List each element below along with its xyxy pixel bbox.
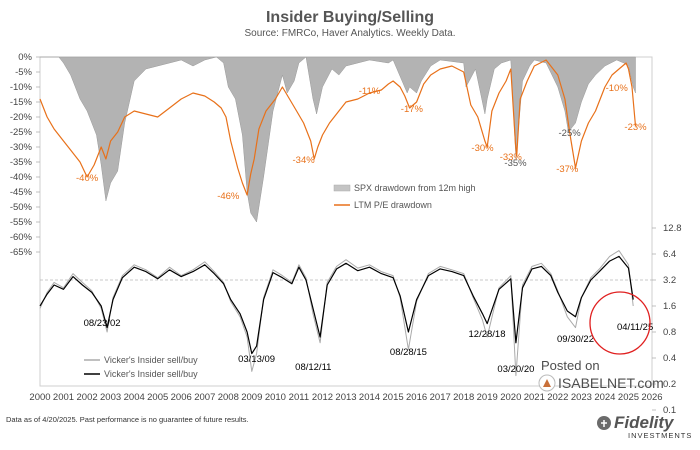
x-tick-year: 2002	[77, 392, 98, 403]
y-tick-ratio: 0.8	[663, 327, 676, 338]
y-tick-ratio: 0.4	[663, 353, 676, 364]
axes: 0% -5% -10% -15% -20% -25% -30% -35% -40% -45% -50…	[10, 52, 682, 416]
y-tick-drawdown: -65%	[10, 247, 33, 258]
insider-date-annotation: 08/12/11	[295, 362, 331, 373]
drawdown-annotation: -35%	[504, 158, 527, 169]
y-tick-drawdown: -30%	[10, 142, 33, 153]
drawdown-annotation: -30%	[471, 143, 494, 154]
y-tick-drawdown: -35%	[10, 157, 33, 168]
drawdown-annotation: -11%	[359, 86, 381, 97]
y-tick-ratio: 12.8	[663, 223, 682, 234]
vickers-ratio-line-black	[39, 255, 634, 355]
insider-date-annotation: 08/23/02	[84, 318, 121, 329]
x-tick-year: 2021	[524, 392, 545, 403]
drawdown-annotation: -23%	[624, 122, 647, 133]
drawdown-annotation: -34%	[293, 155, 316, 166]
x-tick-year: 2013	[335, 392, 356, 403]
watermark-logo-mark	[543, 379, 551, 387]
x-tick-year: 2001	[53, 392, 74, 403]
x-tick-year: 2005	[147, 392, 168, 403]
fidelity-brand-name: Fidelity	[614, 413, 675, 432]
legend-label-pe-drawdown: LTM P/E drawdown	[354, 200, 432, 210]
drawdown-annotation: -46%	[217, 191, 240, 202]
x-tick-year: 2016	[406, 392, 427, 403]
insider-ratio-panel	[39, 250, 652, 377]
x-tick-year: 2018	[453, 392, 474, 403]
x-tick-year: 2020	[500, 392, 521, 403]
annotations: -40% -46% -34% -11% -17% -30% -35%-33% -25% -37%…	[76, 83, 653, 375]
x-tick-year: 2010	[265, 392, 286, 403]
insider-date-annotation: 03/20/20	[497, 364, 534, 375]
legend-swatch-spx-drawdown	[333, 184, 351, 192]
drawdown-panel	[39, 56, 637, 223]
x-tick-year: 2007	[194, 392, 215, 403]
y-tick-ratio: 1.6	[663, 301, 676, 312]
footer-disclaimer: Data as of 4/20/2025. Past performance i…	[6, 415, 249, 424]
insider-date-annotation: 03/13/09	[238, 354, 275, 365]
chart-subtitle: Source: FMRCo, Haver Analytics. Weekly D…	[245, 28, 456, 39]
y-tick-drawdown: -20%	[10, 112, 33, 123]
x-tick-year: 2026	[641, 392, 662, 403]
y-tick-drawdown: -45%	[10, 187, 33, 198]
drawdown-annotation: -40%	[76, 173, 99, 184]
y-tick-drawdown: -40%	[10, 172, 33, 183]
y-tick-drawdown: -15%	[10, 97, 33, 108]
x-tick-year: 2000	[29, 392, 50, 403]
y-tick-drawdown: -10%	[10, 82, 33, 93]
latest-reading-highlight-circle	[589, 291, 651, 355]
x-tick-year: 2023	[571, 392, 592, 403]
y-tick-drawdown: 0%	[18, 52, 32, 63]
fidelity-brand-tagline: INVESTMENTS	[628, 431, 692, 440]
drawdown-annotation: -37%	[556, 164, 579, 175]
x-tick-year: 2011	[289, 392, 309, 403]
watermark-line2: ISABELNET.com	[558, 375, 664, 391]
x-tick-year: 2024	[594, 392, 615, 403]
drawdown-annotation: -17%	[401, 104, 424, 115]
fidelity-logo-mark	[601, 420, 607, 427]
x-tick-year: 2025	[618, 392, 639, 403]
x-tick-year: 2003	[100, 392, 121, 403]
y-tick-drawdown: -5%	[15, 67, 32, 78]
x-tick-year: 2019	[477, 392, 498, 403]
pe-drawdown-line	[39, 59, 637, 196]
legend-label-vickers-black: Vicker's Insider sell/buy	[104, 369, 198, 379]
y-tick-drawdown: -60%	[10, 232, 33, 243]
drawdown-annotation: -25%	[559, 128, 582, 139]
y-tick-drawdown: -25%	[10, 127, 33, 138]
drawdown-annotation: -10%	[606, 83, 629, 94]
x-tick-year: 2006	[171, 392, 192, 403]
fidelity-logo: Fidelity INVESTMENTS	[597, 413, 692, 440]
legend-label-spx-drawdown: SPX drawdown from 12m high	[354, 183, 476, 193]
insider-date-annotation: 08/28/15	[390, 347, 427, 358]
insider-date-annotation: 09/30/22	[557, 334, 594, 345]
y-tick-ratio: 0.2	[663, 379, 676, 390]
insider-date-annotation: 12/28/18	[469, 329, 506, 340]
y-tick-drawdown: -50%	[10, 202, 33, 213]
y-tick-ratio: 0.1	[663, 405, 676, 416]
x-tick-year: 2014	[359, 392, 380, 403]
drawdown-legend: SPX drawdown from 12m high LTM P/E drawd…	[333, 183, 476, 210]
chart-title: Insider Buying/Selling	[266, 9, 434, 26]
x-tick-year: 2022	[547, 392, 568, 403]
spx-drawdown-area	[40, 56, 636, 223]
y-tick-ratio: 6.4	[663, 249, 676, 260]
insider-date-annotation: 04/11/25	[617, 322, 653, 333]
ratio-legend: Vicker's Insider sell/buy Vicker's Insid…	[84, 355, 198, 379]
x-tick-year: 2015	[383, 392, 404, 403]
vickers-ratio-line-gray	[39, 250, 634, 377]
x-tick-year: 2012	[312, 392, 333, 403]
drawdown-annotation: -33%	[500, 152, 523, 163]
isabelnet-watermark: Posted on ISABELNET.com	[538, 358, 664, 392]
x-tick-year: 2009	[241, 392, 262, 403]
y-tick-ratio: 3.2	[663, 275, 676, 286]
y-tick-drawdown: -55%	[10, 217, 33, 228]
x-tick-year: 2008	[218, 392, 239, 403]
legend-label-vickers-gray: Vicker's Insider sell/buy	[104, 355, 198, 365]
watermark-line1: Posted on	[541, 358, 600, 373]
x-tick-year: 2017	[430, 392, 451, 403]
x-tick-year: 2004	[124, 392, 145, 403]
